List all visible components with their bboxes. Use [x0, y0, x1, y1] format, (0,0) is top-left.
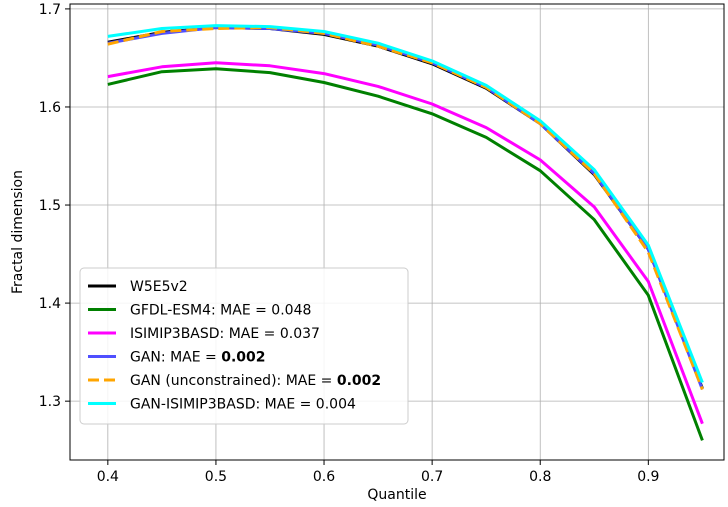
y-tick-label: 1.5 — [39, 198, 61, 214]
x-tick-label: 0.6 — [313, 469, 335, 485]
axis-ticks: 0.4 0.5 0.6 0.7 0.8 0.9 1.3 1.4 1.5 1.6 1.7 — [39, 2, 660, 485]
legend-label-2: ISIMIP3BASD: MAE = 0.037 — [130, 326, 320, 342]
plot-frame — [69, 3, 725, 461]
series-line-4 — [107, 26, 704, 390]
x-tick-label: 0.9 — [637, 469, 659, 485]
legend-label-3: GAN: MAE = 0.002 — [130, 350, 266, 366]
x-tick-label: 0.8 — [529, 469, 551, 485]
x-axis-label: Quantile — [367, 487, 426, 503]
y-axis-label: Fractal dimension — [10, 170, 26, 294]
legend-label-0: W5E5v2 — [130, 279, 188, 295]
legend: W5E5v2 GFDL-ESM4: MAE = 0.048 ISIMIP3BASD:… — [79, 267, 409, 425]
legend-box — [79, 267, 409, 425]
y-tick-label: 1.6 — [39, 100, 61, 116]
y-tick-label: 1.7 — [39, 2, 61, 18]
series-line-5 — [107, 24, 704, 384]
x-tick-label: 0.7 — [421, 469, 443, 485]
y-tick-label: 1.3 — [39, 394, 61, 410]
legend-label-5: GAN-ISIMIP3BASD: MAE = 0.004 — [130, 397, 356, 413]
series-line-2 — [107, 61, 704, 425]
series-line-1 — [107, 67, 704, 441]
y-tick-label: 1.4 — [39, 296, 61, 312]
x-tick-label: 0.5 — [205, 469, 227, 485]
legend-label-4: GAN (unconstrained): MAE = 0.002 — [130, 373, 381, 389]
legend-label-1: GFDL-ESM4: MAE = 0.048 — [130, 303, 311, 319]
x-tick-label: 0.4 — [97, 469, 119, 485]
series-lines — [107, 24, 704, 441]
